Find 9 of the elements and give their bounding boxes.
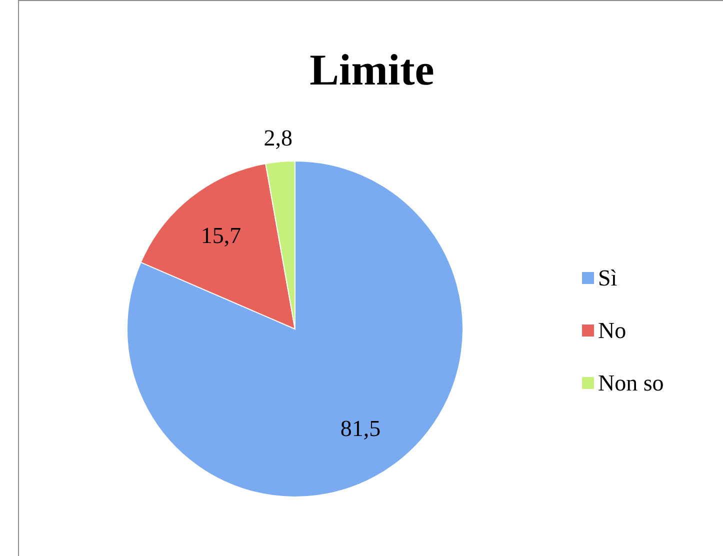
legend-label: Sì (598, 266, 618, 290)
pie-slice (126, 160, 464, 498)
chart-title: Limite (310, 46, 434, 94)
legend-label: Non so (598, 370, 664, 396)
data-label: 15,7 (200, 222, 242, 248)
pie-slice (140, 163, 296, 330)
legend-label: No (598, 318, 626, 343)
data-label: 2,8 (264, 125, 293, 150)
data-label: 81,5 (340, 416, 381, 442)
